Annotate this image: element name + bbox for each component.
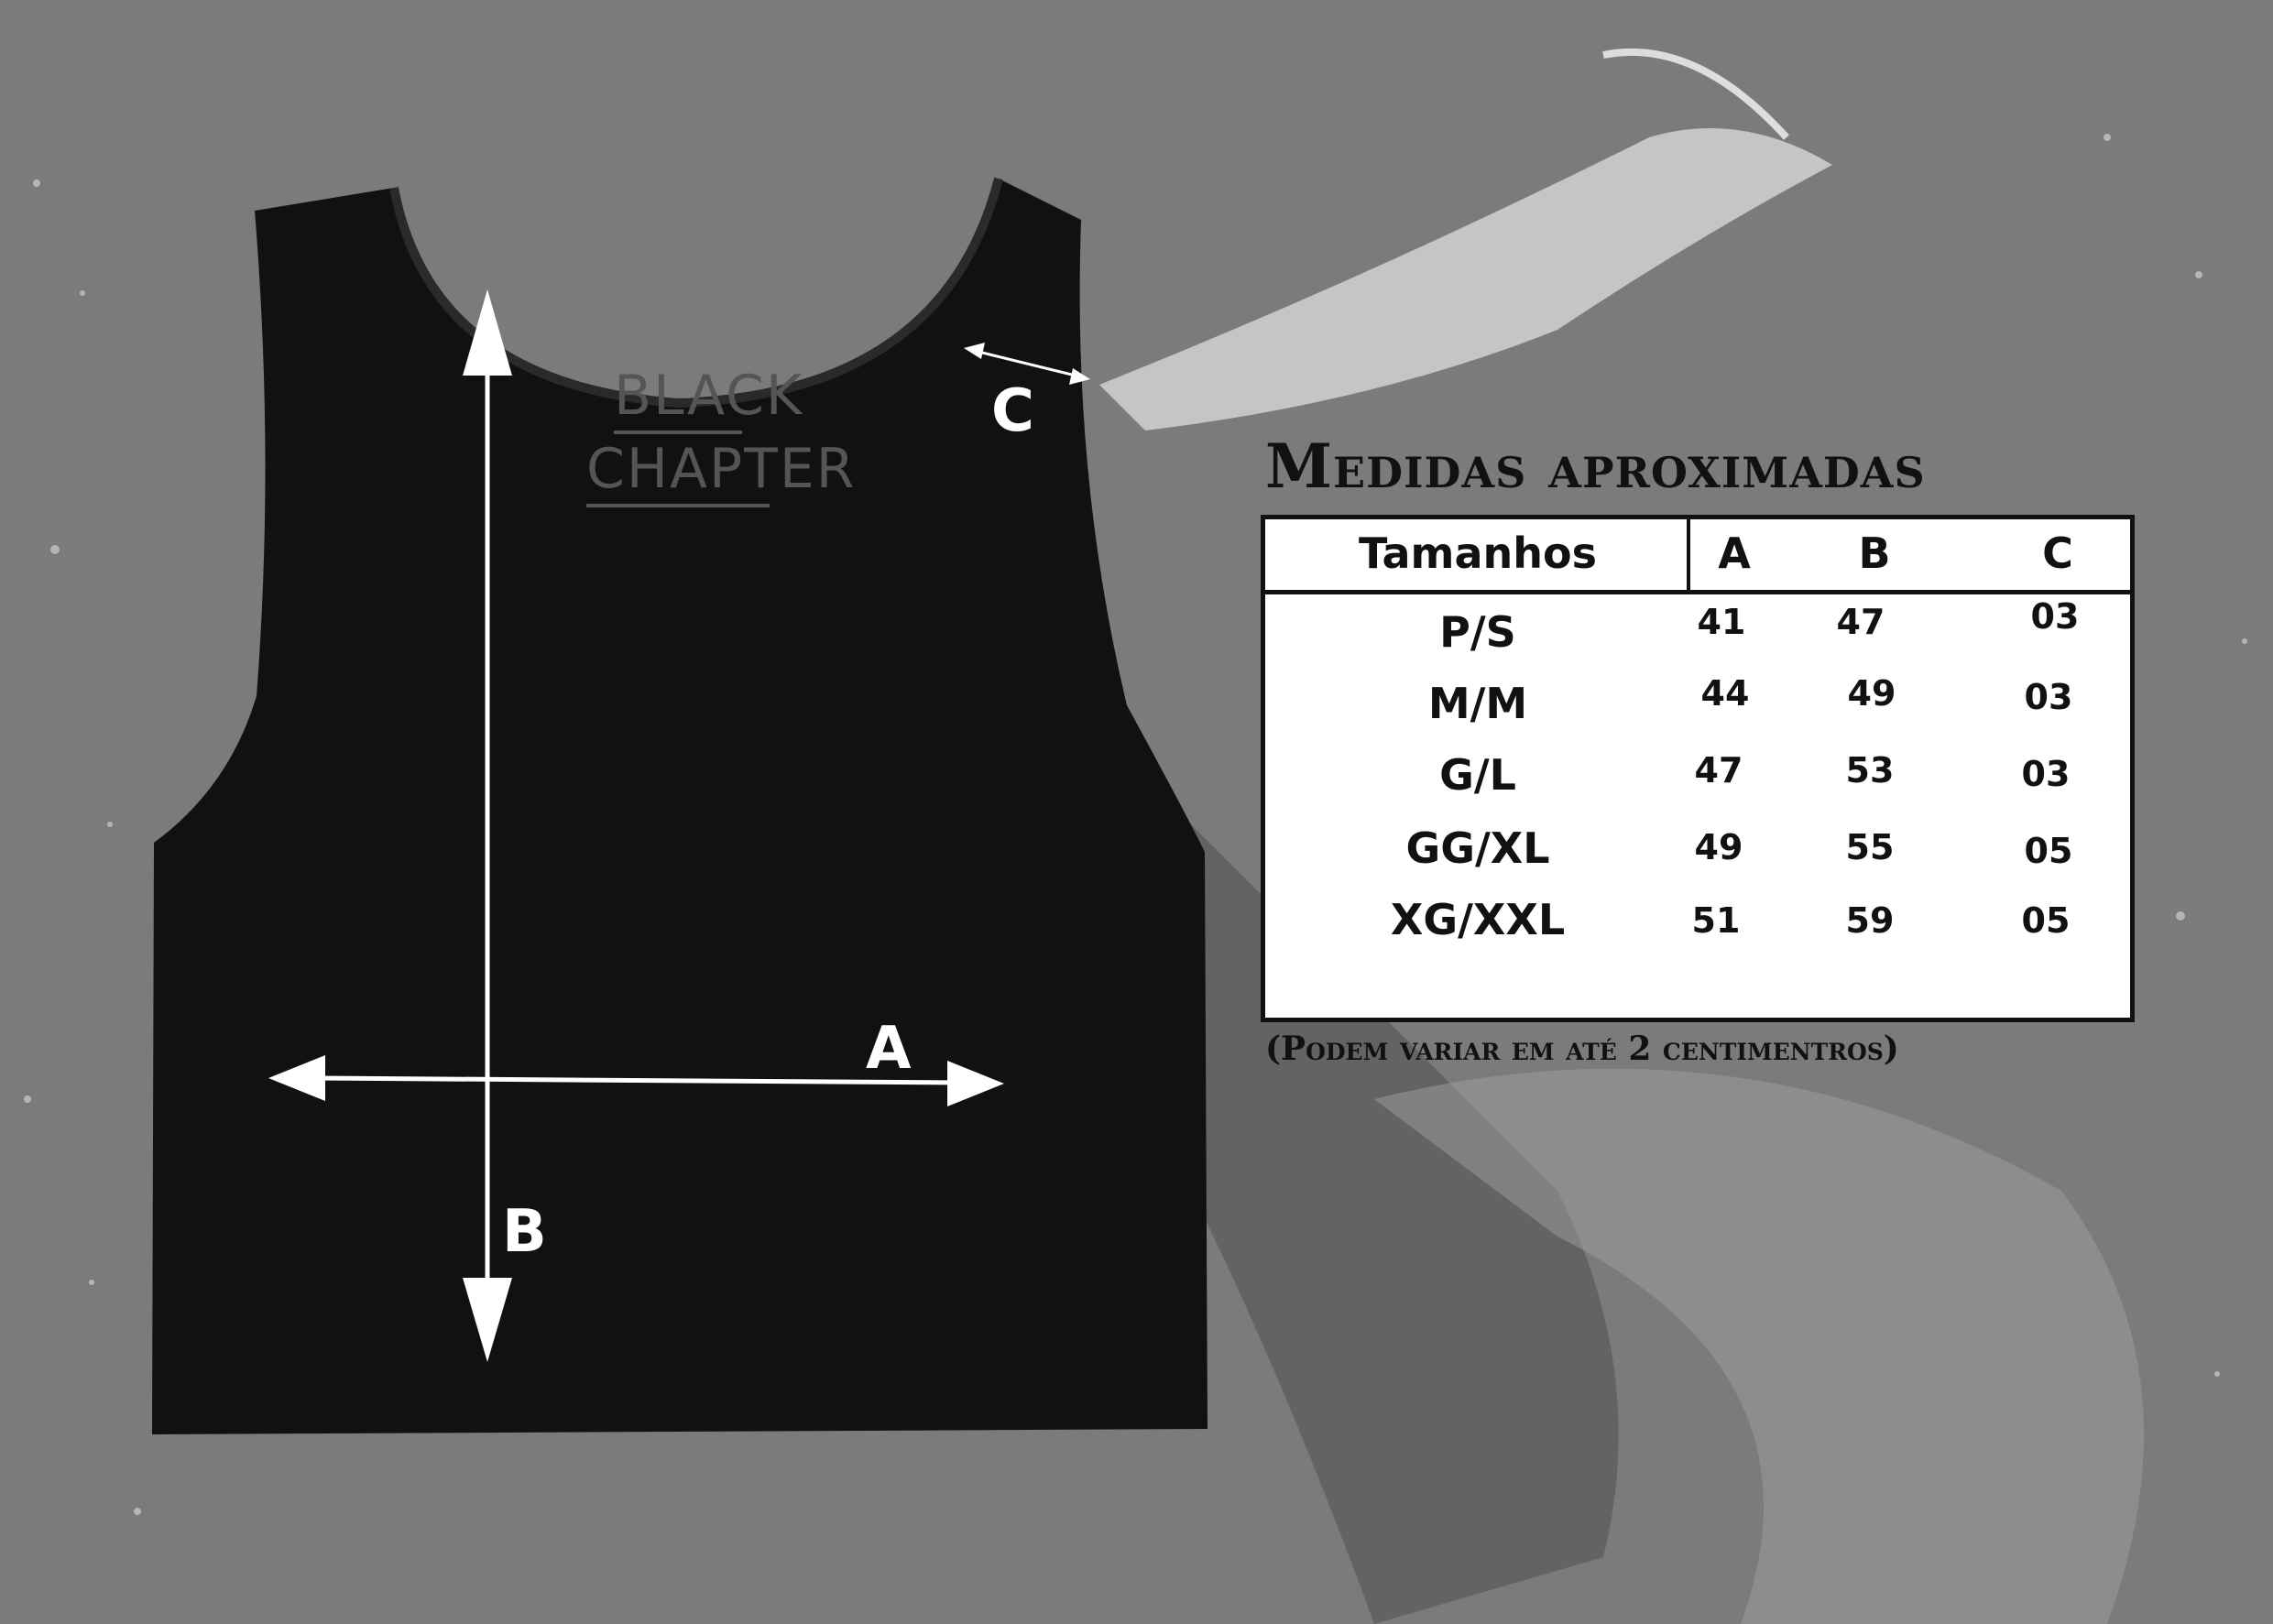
tank-top-body — [152, 179, 1208, 1434]
header-divider — [1687, 519, 1690, 594]
value-b: 55 — [1845, 827, 1895, 867]
column-header-size: Tamanhos — [1359, 529, 1597, 578]
value-c: 03 — [2030, 596, 2080, 637]
value-a: 41 — [1697, 602, 1746, 642]
label-b: B — [502, 1198, 547, 1266]
column-header-a: A — [1718, 529, 1751, 578]
column-header-b: B — [1858, 529, 1891, 578]
measure-arrow-c — [964, 343, 1090, 385]
size-cell: P/S — [1439, 607, 1516, 657]
logo-line-2: CHAPTER — [586, 434, 855, 507]
value-b: 53 — [1845, 750, 1895, 790]
value-a: 44 — [1700, 673, 1750, 714]
value-b: 49 — [1847, 673, 1896, 714]
label-c: C — [991, 377, 1034, 445]
value-a: 51 — [1691, 900, 1741, 941]
size-cell: M/M — [1427, 679, 1528, 728]
value-a: 47 — [1694, 750, 1743, 790]
value-c: 03 — [2024, 677, 2073, 717]
size-chart-title: Medidas aproximadas — [1265, 431, 1926, 502]
value-b: 59 — [1845, 900, 1895, 941]
brand-logo: BLACK CHAPTER — [586, 368, 855, 507]
measure-arrow-b — [463, 289, 512, 1362]
table-header: Tamanhos A B C — [1265, 519, 2130, 594]
value-c: 05 — [2024, 831, 2073, 871]
value-c: 03 — [2021, 754, 2071, 794]
column-header-c: C — [2042, 529, 2073, 578]
value-b: 47 — [1836, 602, 1885, 642]
size-chart-note: (Podem variar em até 2 centimentros) — [1265, 1030, 1899, 1068]
size-chart-table: Tamanhos A B C P/S 41 47 03 M/M 44 49 03… — [1261, 515, 2135, 1022]
value-a: 49 — [1694, 827, 1743, 867]
size-cell: XG/XXL — [1390, 895, 1566, 944]
measure-arrow-a — [268, 1055, 1004, 1106]
size-cell: GG/XL — [1405, 823, 1550, 873]
value-c: 05 — [2021, 900, 2071, 941]
label-a: A — [866, 1015, 912, 1083]
logo-line-1: BLACK — [614, 368, 802, 434]
size-cell: G/L — [1439, 750, 1516, 800]
